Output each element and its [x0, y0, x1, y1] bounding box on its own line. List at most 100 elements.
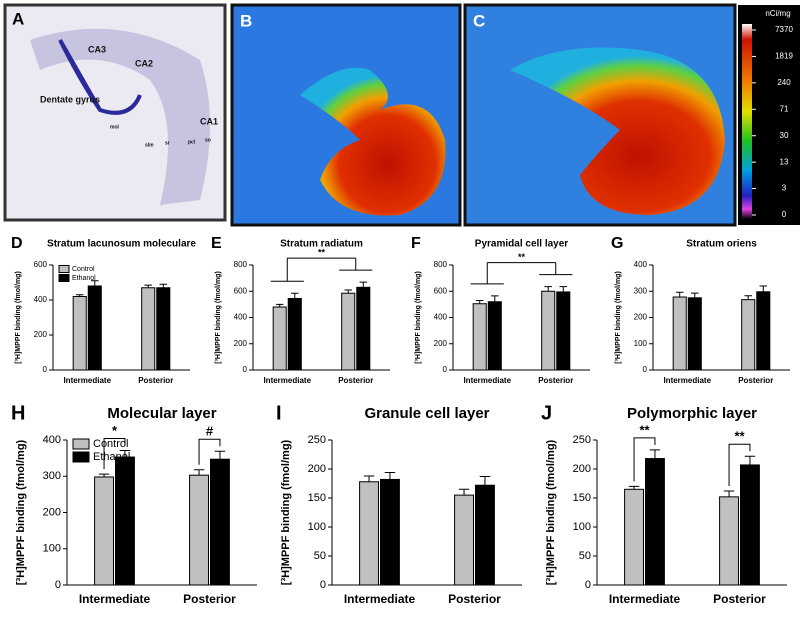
- colorbar-label: 30: [780, 131, 789, 140]
- y-tick-label: 600: [34, 260, 48, 269]
- colorbar-label: 240: [777, 78, 791, 87]
- y-tick-label: 0: [443, 365, 448, 374]
- y-tick-label: 300: [43, 470, 61, 482]
- error-bar: [384, 471, 396, 480]
- y-axis-label: [³H]MPPF binding (fmol/mg): [15, 271, 22, 364]
- chart-title: Polymorphic layer: [627, 405, 757, 422]
- colorbar-label: 3: [782, 184, 787, 193]
- colorbar-label: 7370: [775, 25, 793, 34]
- error-bar: [723, 490, 735, 497]
- legend-swatch: [72, 451, 90, 463]
- error-bar: [98, 473, 110, 477]
- x-tick-label: Intermediate: [463, 376, 511, 385]
- bar: [287, 297, 302, 371]
- x-tick-label: Intermediate: [344, 592, 416, 606]
- bar: [556, 291, 571, 371]
- bar: [454, 494, 475, 586]
- error-bar: [649, 449, 661, 459]
- bar: [156, 287, 171, 371]
- y-tick-label: 800: [234, 260, 248, 269]
- significance-label: #: [206, 424, 214, 439]
- bar: [741, 299, 756, 371]
- x-tick-label: Intermediate: [79, 592, 151, 606]
- bar: [94, 476, 114, 586]
- y-tick-label: 200: [43, 506, 61, 518]
- y-tick-label: 250: [308, 434, 326, 446]
- y-tick-label: 600: [234, 286, 248, 295]
- bar: [87, 285, 102, 371]
- error-bar: [675, 291, 684, 298]
- bar: [645, 458, 665, 586]
- bar: [356, 286, 371, 371]
- y-tick-label: 250: [573, 434, 591, 446]
- y-axis-label: [³H]MPPF binding (fmol/mg): [615, 271, 622, 364]
- error-bar: [344, 289, 352, 294]
- bar: [624, 488, 644, 586]
- y-axis-label: [³H]MPPF binding (fmol/mg): [415, 271, 422, 364]
- significance-label: **: [318, 247, 326, 257]
- legend-swatch: [58, 274, 70, 282]
- legend-swatch: [72, 438, 90, 450]
- region-label: pcl: [188, 139, 196, 145]
- y-tick-label: 150: [308, 492, 326, 504]
- bar: [756, 291, 771, 371]
- y-tick-label: 200: [234, 339, 248, 348]
- legend-label: Ethanol: [72, 275, 96, 282]
- error-bar: [475, 299, 484, 304]
- x-tick-label: Posterior: [138, 376, 173, 385]
- bar: [141, 287, 156, 371]
- y-axis-label: [³H]MPPF binding (fmol/mg): [545, 439, 557, 585]
- chart-title: Stratum radiatum: [280, 239, 363, 250]
- error-bar: [744, 455, 756, 465]
- x-tick-label: Posterior: [738, 376, 773, 385]
- panel-letter: C: [473, 11, 485, 30]
- region-label: so: [205, 137, 211, 143]
- x-tick-label: Posterior: [338, 376, 373, 385]
- y-tick-label: 400: [234, 313, 248, 322]
- chart-title: Granule cell layer: [364, 405, 489, 422]
- error-bar: [144, 284, 152, 288]
- dentate-gyrus-outline: [58, 39, 142, 115]
- x-tick-label: Posterior: [538, 376, 573, 385]
- y-tick-label: 0: [585, 579, 591, 591]
- colorbar: [742, 24, 752, 219]
- y-tick-label: 100: [308, 521, 326, 533]
- x-tick-label: Intermediate: [263, 376, 311, 385]
- y-tick-label: 400: [634, 260, 648, 269]
- y-tick-label: 0: [55, 579, 61, 591]
- error-bar: [193, 469, 205, 476]
- error-bar: [759, 285, 768, 292]
- region-label: slm: [145, 142, 154, 148]
- colorbar-label: 71: [780, 104, 789, 113]
- x-tick-label: Intermediate: [63, 376, 111, 385]
- legend-label: Control: [93, 438, 128, 450]
- y-axis-label: [³H]MPPF binding (fmol/mg): [15, 439, 27, 585]
- error-bar: [479, 476, 491, 486]
- bar: [341, 292, 356, 371]
- legend-swatch: [58, 265, 70, 273]
- legend-label: Ethanol: [93, 451, 130, 463]
- region-label: CA3: [88, 44, 106, 54]
- y-tick-label: 400: [34, 295, 48, 304]
- error-bar: [275, 303, 284, 307]
- y-tick-label: 200: [634, 313, 648, 322]
- significance-bracket: [633, 437, 656, 482]
- bar: [272, 306, 287, 371]
- colorbar-label: 13: [780, 157, 789, 166]
- y-tick-label: 100: [43, 543, 61, 555]
- y-tick-label: 200: [573, 463, 591, 475]
- y-tick-label: 50: [314, 550, 326, 562]
- significance-bracket: [728, 443, 751, 487]
- y-tick-label: 100: [573, 521, 591, 533]
- colorbar-label: 1819: [775, 52, 793, 61]
- y-tick-label: 400: [434, 313, 448, 322]
- bar: [740, 464, 760, 586]
- y-tick-label: 600: [434, 286, 448, 295]
- significance-label: **: [734, 429, 745, 444]
- binding-region: [300, 67, 446, 216]
- y-tick-label: 0: [643, 365, 648, 374]
- y-tick-label: 800: [434, 260, 448, 269]
- significance-bracket: [103, 438, 126, 470]
- region-label: Dentate gyrus: [40, 94, 100, 104]
